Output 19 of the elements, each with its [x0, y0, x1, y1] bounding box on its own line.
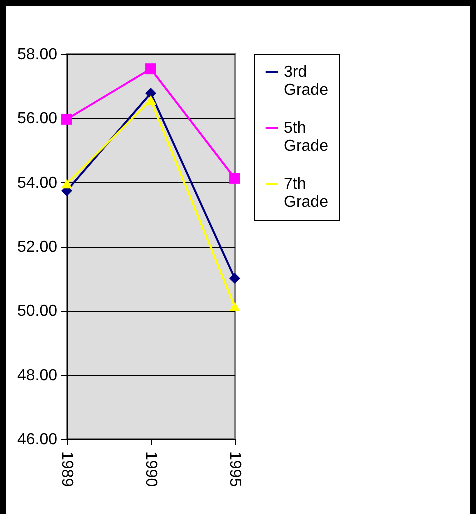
y-tick-label: 52.00: [17, 239, 58, 256]
y-tick-label: 56.00: [17, 110, 58, 128]
point: [230, 273, 240, 284]
legend-label: 7th Grade: [284, 176, 329, 211]
y-tick-label: 50.00: [17, 303, 58, 320]
point: [230, 302, 240, 312]
point: [230, 173, 240, 184]
x-tick-label: 1995: [226, 452, 244, 488]
legend-label: 3rd Grade: [284, 64, 329, 99]
y-tick-label: 54.00: [17, 174, 58, 192]
legend-label: 5th Grade: [284, 120, 329, 155]
y-tick-label: 48.00: [17, 367, 58, 384]
y-tick-label: 58.00: [17, 46, 58, 64]
point: [146, 88, 156, 99]
x-tick-label: 1990: [142, 452, 160, 488]
point: [146, 95, 156, 105]
point: [146, 64, 156, 75]
y-tick-label: 46.00: [17, 432, 58, 448]
x-tick-label: 1989: [58, 452, 76, 488]
